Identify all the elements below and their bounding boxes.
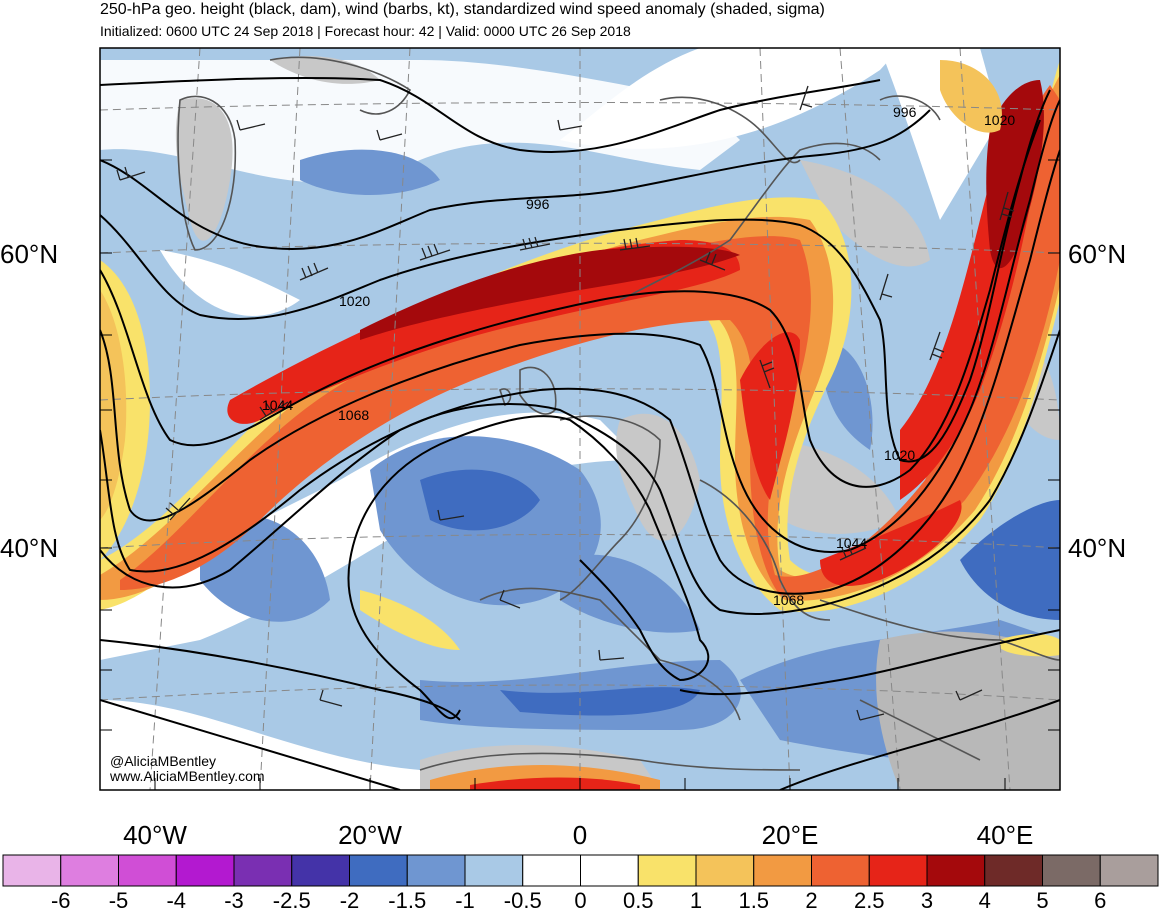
colorbar-swatch <box>580 854 639 887</box>
colorbar-swatch <box>2 854 62 887</box>
contour-labels: 996 996 1020 1020 1020 1044 1044 1068 10… <box>262 104 1015 608</box>
colorbar-swatch <box>233 854 293 887</box>
contour-label-1020-a: 1020 <box>339 293 370 309</box>
colorbar-swatch <box>984 854 1043 887</box>
lon-label-20w: 20°W <box>338 820 402 850</box>
colorbar-swatch <box>637 854 697 887</box>
colorbar-label: -3 <box>224 888 244 912</box>
colorbar-swatch <box>522 854 581 887</box>
lat-label-60n-right: 60°N <box>1068 239 1126 269</box>
colorbar-swatch <box>811 854 870 887</box>
colorbar-swatch <box>464 854 524 887</box>
colorbar-swatch <box>60 854 119 887</box>
contour-label-996-b: 996 <box>893 104 917 120</box>
colorbar-swatch <box>753 854 812 887</box>
colorbar-label: 0.5 <box>623 888 654 912</box>
height-contours <box>100 76 1060 790</box>
contour-label-1068-b: 1068 <box>773 592 804 608</box>
colorbar-label: -5 <box>109 888 129 912</box>
colorbar-label: 4 <box>979 888 991 912</box>
colorbar-label: 6 <box>1094 888 1106 912</box>
lat-label-60n-left: 60°N <box>0 239 58 269</box>
lat-label-40n-left: 40°N <box>0 533 58 563</box>
lon-label-0: 0 <box>573 820 587 850</box>
lon-label-20e: 20°E <box>762 820 819 850</box>
colorbar-label: -0.5 <box>504 888 542 912</box>
credit-url: www.AliciaMBentley.com <box>109 768 265 784</box>
frame-ticks <box>100 159 1060 790</box>
colorbar-label: -1.5 <box>388 888 426 912</box>
latitude-labels: 60°N 40°N 60°N 40°N <box>0 239 1126 563</box>
contour-label-996-a: 996 <box>526 196 550 212</box>
map-credit: @AliciaMBentley www.AliciaMBentley.com <box>109 753 265 784</box>
colorbar-label: 0 <box>574 888 586 912</box>
colorbar-swatch <box>926 854 986 887</box>
colorbar-label: 5 <box>1036 888 1048 912</box>
colorbar-label: 2 <box>805 888 817 912</box>
colorbar-swatch <box>695 854 755 887</box>
contour-label-1020-c: 1020 <box>884 447 915 463</box>
colorbar-swatch <box>118 854 177 887</box>
colorbar-swatch <box>1099 854 1159 887</box>
colorbar-label: 3 <box>921 888 933 912</box>
lon-label-40e: 40°E <box>977 820 1034 850</box>
colorbar-swatch <box>349 854 408 887</box>
colorbar <box>2 854 1159 887</box>
graticule <box>100 48 1060 790</box>
colorbar-swatch <box>1042 854 1101 887</box>
colorbar-label: -1 <box>455 888 475 912</box>
credit-handle: @AliciaMBentley <box>110 753 216 769</box>
map-subtitle: Initialized: 0600 UTC 24 Sep 2018 | Fore… <box>100 23 631 39</box>
colorbar-label: -2.5 <box>273 888 311 912</box>
longitude-labels: 40°W 20°W 0 20°E 40°E <box>123 820 1033 850</box>
shaded-anomaly-field <box>100 48 1060 790</box>
colorbar-label: -2 <box>340 888 360 912</box>
contour-label-1020-b: 1020 <box>984 112 1015 128</box>
map-title: 250-hPa geo. height (black, dam), wind (… <box>100 1 825 18</box>
wind-barbs <box>116 85 1015 721</box>
contour-label-1068-a: 1068 <box>338 407 369 423</box>
colorbar-swatch <box>406 854 466 887</box>
contour-label-1044-a: 1044 <box>262 397 293 413</box>
colorbar-label: 1.5 <box>738 888 769 912</box>
colorbar-label: 1 <box>690 888 702 912</box>
colorbar-labels: -6 -5 -4 -3 -2.5 -2 -1.5 -1 -0.5 0 0.5 1 1.5 2 2.5 3 4 5 6 <box>51 888 1106 912</box>
lat-label-40n-right: 40°N <box>1068 533 1126 563</box>
colorbar-label: 2.5 <box>854 888 885 912</box>
colorbar-swatch <box>868 854 928 887</box>
colorbar-swatch <box>291 854 350 887</box>
colorbar-label: -4 <box>166 888 186 912</box>
contour-label-1044-b: 1044 <box>836 535 867 551</box>
colorbar-label: -6 <box>51 888 71 912</box>
colorbar-swatch <box>175 854 235 887</box>
lon-label-40w: 40°W <box>123 820 187 850</box>
